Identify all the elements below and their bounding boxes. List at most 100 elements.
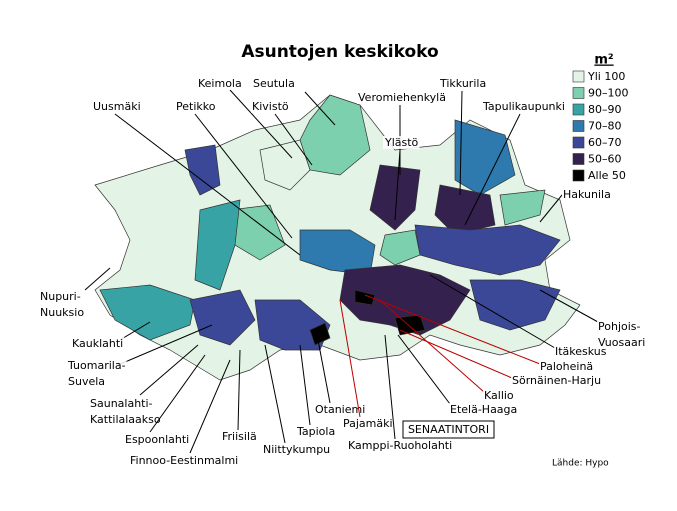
place-label: Paloheinä [540,360,593,373]
place-label: Tapulikaupunki [482,100,565,113]
leader-line [379,299,485,393]
legend-label: 60–70 [588,136,622,149]
legend-swatch [572,169,585,182]
legend-swatch [572,103,585,116]
place-label: Kattilalaakso [90,413,161,426]
place-label: Tuomarila- [67,359,126,372]
place-label: Ylästö [384,136,419,149]
place-label: Veromiehenkylä [358,91,446,104]
leader-line [399,329,513,379]
map-regions [94,94,581,381]
place-labels: Keimola Seutula Uusmäki Petikko Kivistö Verom… [39,77,647,467]
place-label: Nuuksio [40,306,84,319]
legend-swatch [572,120,585,132]
place-label: Seutula [253,77,295,90]
leader-line [539,289,599,323]
leader-line [539,194,563,223]
label-bg [342,417,394,430]
leader-line [117,324,213,366]
label-bg [554,345,608,358]
leader-line [194,113,293,239]
leader-line [119,321,151,341]
leader-line [464,113,521,226]
place-label: Pohjois- [598,320,641,333]
landmark-label: SENAATINTORI [408,423,489,436]
label-bg [39,290,82,303]
place-label: Kauklahti [72,337,123,350]
legend-label: 70–80 [588,120,622,133]
place-label: Otaniemi [315,403,365,416]
place-label: Niittykumpu [263,443,330,456]
leader-line [189,359,231,454]
label-bg [89,413,162,426]
label-bg [511,374,603,387]
leader-line [237,349,241,431]
label-bg [295,425,337,438]
map-title: Asuntojen keskikoko [241,42,438,62]
place-label: Suvela [68,375,105,388]
label-bg [197,77,243,90]
place-label: Tikkurila [439,77,486,90]
leader-line [274,113,313,166]
place-label: Nupuri- [40,290,81,303]
place-label: Saunalahti- [90,397,153,410]
label-bg [71,337,125,350]
place-label: Kamppi-Ruoholahti [348,439,452,452]
label-bg [124,433,191,446]
label-bg [562,188,612,201]
place-label: Etelä-Haaga [450,403,517,416]
label-bg [89,397,154,410]
label-bg [66,359,127,372]
leader-line [84,267,111,291]
label-bg [481,100,566,113]
place-label: Kivistö [252,100,289,113]
label-bg [221,430,258,443]
leader-line [317,339,331,404]
place-label: Friisilä [222,430,257,443]
place-label: Vuosaari [598,336,645,349]
label-bg [262,443,332,456]
legend-swatch [572,87,585,99]
leader-line [149,354,206,433]
leader-line [139,344,199,396]
legend-label: 80–90 [588,103,622,116]
label-bg [67,375,107,388]
label-bg [449,403,519,416]
legend-label: Yli 100 [587,70,625,83]
label-bg [92,100,142,113]
leader-line [429,274,556,349]
leader-line [304,91,336,126]
place-label: Itäkeskus [555,345,607,358]
legend-title: m² [594,53,613,68]
place-label: Tapiola [296,425,335,438]
label-bg [175,100,217,113]
place-label: Petikko [176,100,216,113]
legend: m² Yli 100 90–100 80–90 70–80 60–70 50–60 Alle… [572,53,629,182]
place-label: Finnoo-Eestinmalmi [130,454,238,467]
label-bg [483,389,515,402]
legend-swatch [572,153,585,165]
place-label: Espoonlahti [125,433,189,446]
leader-line [299,344,311,426]
legend-label: 90–100 [588,87,629,100]
label-bg [597,320,642,333]
label-bg [597,336,647,349]
place-label: Hakunila [563,188,611,201]
legend-label: 50–60 [588,153,622,166]
leader-line [339,299,361,418]
label-bg [347,439,454,452]
legend-label: Alle 50 [588,169,626,182]
place-label: Keimola [198,77,242,90]
label-bg [251,100,290,113]
place-label: Uusmäki [93,100,141,113]
leader-line [394,149,401,221]
leader-line [384,334,396,440]
legend-swatch [572,70,585,83]
place-label: Kallio [484,389,514,402]
leader-line [229,89,293,159]
label-bg [383,136,420,149]
place-label: Pajamäki [343,417,393,430]
label-bg [252,77,296,90]
label-bg [129,454,240,467]
